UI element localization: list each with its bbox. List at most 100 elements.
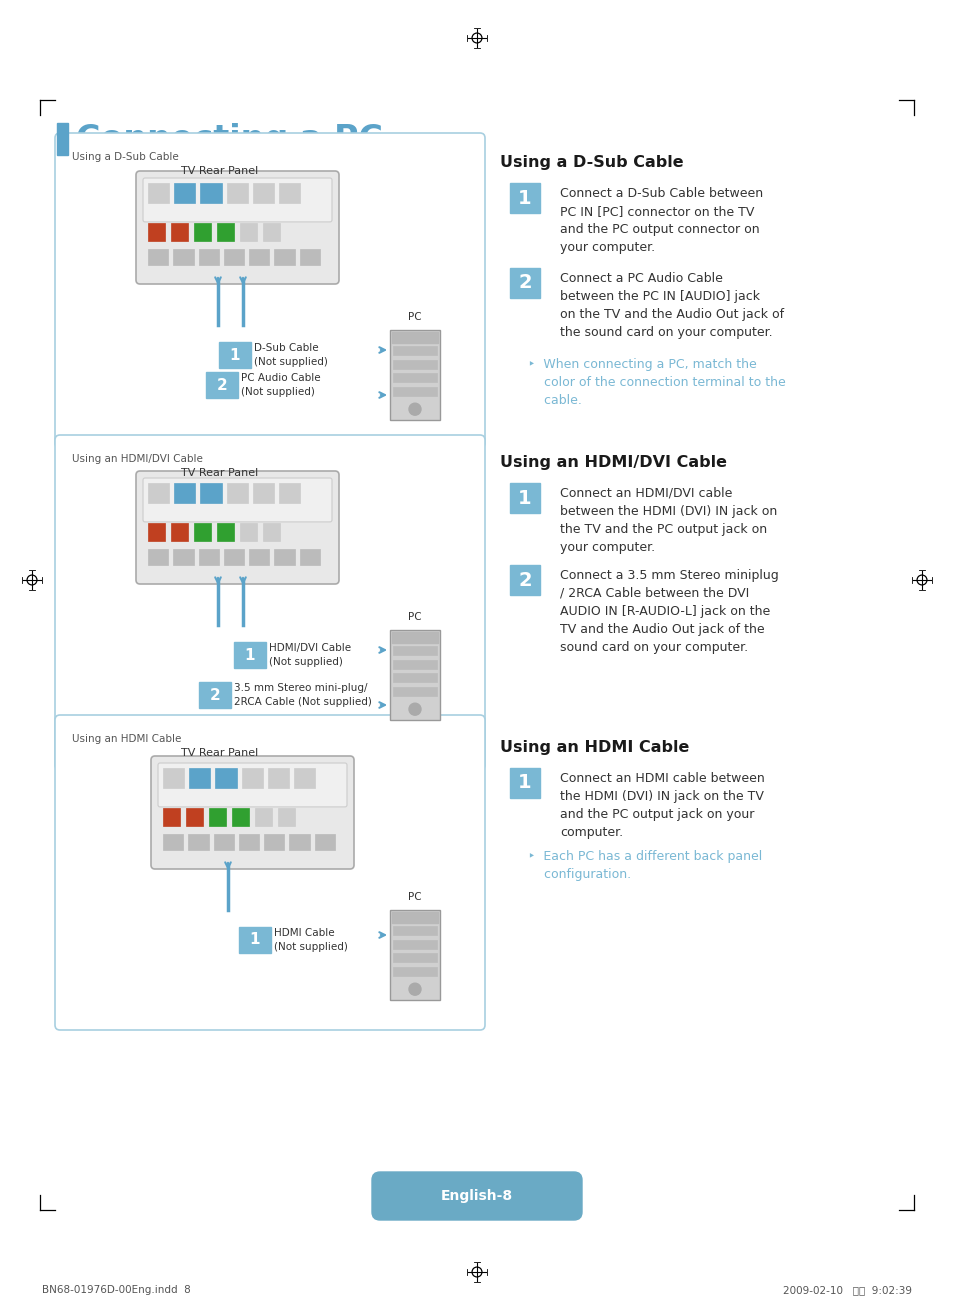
Text: ‣  Each PC has a different back panel
    configuration.: ‣ Each PC has a different back panel con… xyxy=(527,850,761,882)
Bar xyxy=(510,483,539,514)
FancyBboxPatch shape xyxy=(143,478,332,521)
Bar xyxy=(239,223,257,241)
Bar xyxy=(314,834,335,850)
Bar xyxy=(392,631,437,643)
Bar xyxy=(148,183,169,203)
Bar xyxy=(233,642,266,668)
Bar xyxy=(393,360,436,368)
Text: Using an HDMI/DVI Cable: Using an HDMI/DVI Cable xyxy=(71,455,203,464)
Bar xyxy=(198,249,218,266)
Bar xyxy=(249,549,269,566)
FancyBboxPatch shape xyxy=(372,1172,581,1220)
Bar xyxy=(163,768,184,787)
Bar xyxy=(200,183,221,203)
Bar xyxy=(277,807,295,825)
Bar xyxy=(510,768,539,798)
Bar xyxy=(227,483,248,503)
Text: ‣  When connecting a PC, match the
    color of the connection terminal to the
 : ‣ When connecting a PC, match the color … xyxy=(527,358,785,407)
Bar xyxy=(209,807,226,825)
Text: 3.5 mm Stereo mini-plug/
2RCA Cable (Not supplied): 3.5 mm Stereo mini-plug/ 2RCA Cable (Not… xyxy=(233,684,372,706)
Text: Connect a PC Audio Cable
between the PC IN [AUDIO] jack
on the TV and the Audio : Connect a PC Audio Cable between the PC … xyxy=(559,272,783,339)
Text: 2: 2 xyxy=(216,377,227,393)
Bar xyxy=(186,807,203,825)
Bar xyxy=(392,912,437,922)
Bar xyxy=(216,523,234,541)
Bar xyxy=(216,223,234,241)
Bar xyxy=(393,373,436,383)
Text: Using an HDMI Cable: Using an HDMI Cable xyxy=(499,740,689,755)
Bar xyxy=(241,768,263,787)
Text: 1: 1 xyxy=(517,189,531,207)
Bar xyxy=(393,954,436,963)
FancyBboxPatch shape xyxy=(136,172,338,284)
Text: TV Rear Panel: TV Rear Panel xyxy=(181,468,258,478)
Bar xyxy=(171,223,189,241)
Bar xyxy=(174,483,195,503)
Text: 1: 1 xyxy=(517,773,531,793)
Text: HDMI/DVI Cable
(Not supplied): HDMI/DVI Cable (Not supplied) xyxy=(269,643,351,667)
FancyBboxPatch shape xyxy=(55,134,484,448)
Bar xyxy=(148,549,168,566)
Bar xyxy=(510,565,539,595)
Bar xyxy=(238,834,259,850)
Text: D-Sub Cable
(Not supplied): D-Sub Cable (Not supplied) xyxy=(253,343,328,367)
Circle shape xyxy=(409,403,420,415)
Bar xyxy=(279,183,300,203)
Bar xyxy=(253,483,274,503)
Text: Using an HDMI Cable: Using an HDMI Cable xyxy=(71,734,181,744)
Text: HDMI Cable
(Not supplied): HDMI Cable (Not supplied) xyxy=(274,929,348,951)
Bar xyxy=(206,372,237,398)
Bar xyxy=(224,549,244,566)
Text: PC Audio Cable
(Not supplied): PC Audio Cable (Not supplied) xyxy=(241,373,320,397)
Bar xyxy=(227,183,248,203)
Bar xyxy=(57,123,68,155)
Bar xyxy=(393,686,436,696)
Bar xyxy=(393,646,436,655)
Bar xyxy=(174,183,195,203)
Bar xyxy=(213,834,233,850)
Bar xyxy=(254,807,273,825)
Bar xyxy=(148,483,169,503)
Text: BN68-01976D-00Eng.indd  8: BN68-01976D-00Eng.indd 8 xyxy=(42,1285,191,1296)
Bar xyxy=(392,331,437,343)
Bar xyxy=(510,269,539,297)
Bar xyxy=(224,249,244,266)
FancyBboxPatch shape xyxy=(55,715,484,1030)
Bar xyxy=(173,549,193,566)
Text: TV Rear Panel: TV Rear Panel xyxy=(181,166,258,176)
Bar xyxy=(274,549,294,566)
Text: PC: PC xyxy=(408,612,421,622)
Bar xyxy=(390,910,439,1000)
Bar xyxy=(263,223,280,241)
Bar xyxy=(510,183,539,214)
Bar xyxy=(393,939,436,948)
Bar xyxy=(163,807,180,825)
Bar xyxy=(268,768,289,787)
Text: PC: PC xyxy=(408,312,421,322)
Bar xyxy=(148,523,165,541)
Bar xyxy=(393,673,436,683)
FancyBboxPatch shape xyxy=(158,762,347,807)
Bar xyxy=(393,926,436,935)
Bar xyxy=(239,927,271,952)
Text: 1: 1 xyxy=(250,933,260,947)
FancyBboxPatch shape xyxy=(151,756,354,869)
FancyBboxPatch shape xyxy=(55,435,484,770)
Text: 2: 2 xyxy=(517,570,531,590)
Bar xyxy=(294,768,315,787)
Bar xyxy=(171,523,189,541)
Bar xyxy=(173,249,193,266)
Bar xyxy=(289,834,310,850)
Text: Connecting a PC: Connecting a PC xyxy=(76,123,382,156)
Bar xyxy=(393,660,436,668)
Text: Using a D-Sub Cable: Using a D-Sub Cable xyxy=(499,155,683,170)
Bar xyxy=(148,223,165,241)
Bar xyxy=(393,346,436,355)
Bar xyxy=(299,549,319,566)
Text: 2: 2 xyxy=(210,688,220,702)
Bar xyxy=(393,386,436,396)
Bar xyxy=(274,249,294,266)
Bar xyxy=(232,807,249,825)
Bar xyxy=(215,768,236,787)
FancyBboxPatch shape xyxy=(143,178,332,221)
